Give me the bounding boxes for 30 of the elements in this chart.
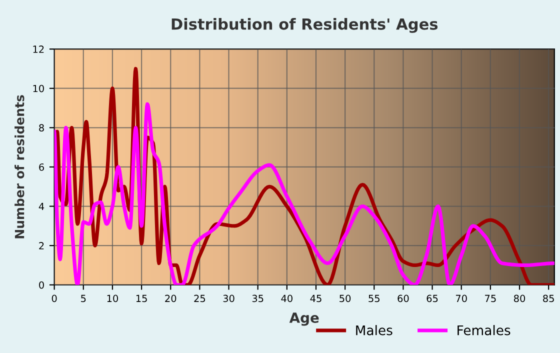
x-axis-title: Age bbox=[289, 312, 319, 326]
x-tick-label: 5 bbox=[81, 294, 86, 302]
y-tick-label: 12 bbox=[33, 46, 44, 53]
x-tick-label: 55 bbox=[368, 294, 380, 302]
y-tick-label: 6 bbox=[39, 163, 44, 171]
legend-label: Males bbox=[356, 325, 392, 336]
x-tick-label: 30 bbox=[223, 294, 234, 302]
x-tick-label: 0 bbox=[52, 294, 57, 302]
chart-title: Distribution of Residents' Ages bbox=[172, 18, 438, 33]
legend-label: Females bbox=[458, 325, 510, 336]
x-tick-label: 20 bbox=[165, 294, 176, 302]
x-tick-label: 80 bbox=[514, 294, 526, 302]
x-tick-label: 35 bbox=[252, 294, 264, 302]
x-tick-label: 75 bbox=[485, 294, 496, 302]
y-tick-label: 4 bbox=[38, 202, 44, 210]
x-tick-label: 25 bbox=[194, 294, 206, 302]
x-tick-label: 85 bbox=[543, 294, 554, 302]
y-tick-label: 2 bbox=[39, 242, 44, 250]
y-tick-label: 10 bbox=[33, 84, 44, 92]
x-tick-label: 15 bbox=[136, 294, 147, 302]
x-tick-label: 65 bbox=[426, 294, 438, 302]
x-tick-label: 45 bbox=[310, 294, 322, 302]
x-tick-label: 50 bbox=[340, 294, 351, 302]
x-tick-label: 10 bbox=[107, 294, 118, 302]
x-tick-label: 70 bbox=[456, 294, 467, 302]
x-tick-label: 40 bbox=[281, 294, 292, 302]
y-tick-label: 8 bbox=[39, 124, 44, 132]
y-tick-label: 0 bbox=[39, 281, 44, 289]
y-axis-title: Number of residents bbox=[14, 95, 24, 238]
x-tick-label: 60 bbox=[398, 294, 409, 302]
